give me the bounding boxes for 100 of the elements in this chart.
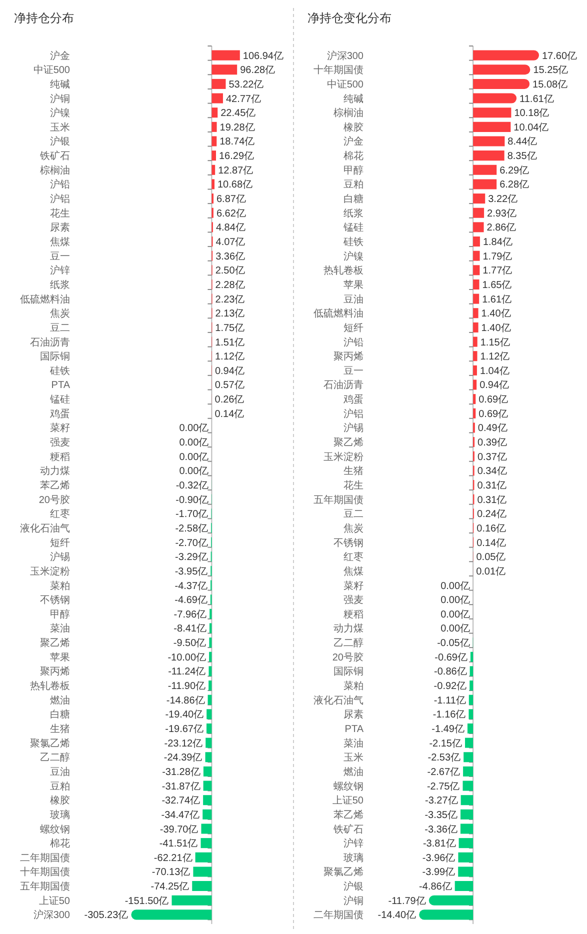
y-tick-label: 豆二 <box>344 509 364 520</box>
y-tick-label: 花生 <box>50 207 70 220</box>
bar <box>205 752 212 762</box>
y-tick-label: 不锈钢 <box>40 595 70 606</box>
data-label: -305.23亿 <box>84 910 128 922</box>
data-label: -2.67亿 <box>427 766 460 778</box>
data-label: -7.96亿 <box>174 609 207 620</box>
data-label: -11.90亿 <box>168 681 206 692</box>
bar <box>463 766 474 776</box>
data-label: -3.29亿 <box>175 552 208 564</box>
data-label: -1.49亿 <box>432 724 464 735</box>
y-tick-label: 沪银 <box>50 136 70 148</box>
data-label: 0.01亿 <box>476 566 506 578</box>
y-tick-label: 鸡蛋 <box>49 408 70 420</box>
y-tick-label: 螺纹钢 <box>334 780 364 792</box>
y-tick-label: 生猪 <box>50 722 70 735</box>
y-tick-label: 上证50 <box>332 794 364 807</box>
chart-title: 净持仓变化分布 <box>308 11 392 25</box>
data-label: -0.05亿 <box>437 638 470 650</box>
data-label: 10.04亿 <box>514 122 549 134</box>
bar <box>458 838 474 848</box>
y-tick-label: 强麦 <box>50 436 70 449</box>
data-label: -9.50亿 <box>173 638 206 650</box>
y-tick-label: 沪镍 <box>344 250 364 262</box>
data-label: 18.74亿 <box>220 136 255 148</box>
y-tick-label: 沪锌 <box>50 264 70 277</box>
y-tick-label: 玉米 <box>50 121 70 134</box>
bar <box>203 780 212 791</box>
data-label: 2.13亿 <box>215 308 245 320</box>
y-tick-label: 苯乙烯 <box>40 480 70 492</box>
y-tick-label: 红枣 <box>344 551 364 564</box>
data-label: 15.25亿 <box>533 65 568 76</box>
data-label: 0.00亿 <box>440 624 470 635</box>
data-label: -10.00亿 <box>168 652 206 664</box>
y-tick-label: 豆二 <box>50 322 70 334</box>
data-label: 0.57亿 <box>214 380 244 392</box>
y-tick-label: 棕榈油 <box>40 164 70 176</box>
y-tick-label: 十年期国债 <box>314 64 364 76</box>
data-label: -2.58亿 <box>175 523 208 534</box>
bar <box>193 866 212 877</box>
y-tick-label: 花生 <box>344 480 364 492</box>
y-tick-label: 纸浆 <box>344 207 364 220</box>
data-label: 17.60亿 <box>542 50 578 62</box>
y-tick-label: 五年期国债 <box>314 494 364 506</box>
y-tick-label: 豆油 <box>344 293 364 306</box>
y-tick-label: 焦煤 <box>344 565 364 578</box>
bar <box>212 108 218 118</box>
y-tick-label: 沪锡 <box>50 551 70 564</box>
data-label: 8.35亿 <box>507 151 537 162</box>
bar <box>473 308 478 318</box>
y-tick-label: 沪镍 <box>50 107 70 120</box>
bar <box>172 895 212 906</box>
data-label: -2.15亿 <box>429 738 462 750</box>
y-tick-label: 动力煤 <box>334 622 364 635</box>
bar <box>192 881 212 892</box>
y-tick-label: PTA <box>344 724 364 735</box>
bar <box>460 809 474 820</box>
data-label: 4.84亿 <box>216 222 246 234</box>
y-tick-label: 粳稻 <box>344 609 364 620</box>
y-tick-label: 红枣 <box>50 508 70 520</box>
bar <box>464 752 474 762</box>
bar <box>470 652 474 662</box>
y-tick-label: 玉米淀粉 <box>30 565 70 578</box>
y-tick-label: 铁矿石 <box>39 150 70 162</box>
data-label: -0.86亿 <box>434 666 467 678</box>
y-tick-label: 锰硅 <box>49 394 70 406</box>
bar <box>206 738 212 748</box>
bar <box>419 910 474 920</box>
y-tick-label: 生猪 <box>344 465 364 478</box>
y-tick-label: 沪铅 <box>344 336 364 348</box>
y-tick-label: 螺纹钢 <box>40 823 70 836</box>
y-tick-label: 聚氯乙烯 <box>324 866 364 878</box>
bar <box>470 680 474 691</box>
bar <box>212 136 217 146</box>
bar <box>473 408 476 418</box>
bar <box>212 122 217 132</box>
bar <box>454 881 474 892</box>
y-tick-label: 五年期国债 <box>20 880 70 893</box>
bar <box>473 394 476 404</box>
data-label: -70.13亿 <box>152 867 190 878</box>
data-label: -2.75亿 <box>426 781 460 792</box>
data-label: -1.16亿 <box>432 710 466 721</box>
data-label: 3.22亿 <box>488 194 518 206</box>
y-tick-label: 菜粕 <box>344 680 364 692</box>
bar <box>468 709 474 720</box>
y-tick-label: 玻璃 <box>344 852 364 864</box>
y-tick-label: 纸浆 <box>50 278 70 291</box>
data-label: -0.90亿 <box>176 494 208 506</box>
y-tick-label: 热轧卷板 <box>324 264 364 277</box>
data-label: -4.37亿 <box>174 580 208 592</box>
data-label: 1.15亿 <box>480 337 510 348</box>
y-tick-label: 中证500 <box>33 64 70 76</box>
bar <box>470 666 474 676</box>
y-tick-label: 沪铜 <box>50 92 70 105</box>
data-label: 0.00亿 <box>440 609 470 620</box>
data-label: 1.77亿 <box>482 266 512 277</box>
bar <box>458 866 474 877</box>
y-tick-label: 沪铝 <box>50 193 70 206</box>
bar <box>131 910 212 920</box>
data-label: 4.07亿 <box>216 237 246 248</box>
